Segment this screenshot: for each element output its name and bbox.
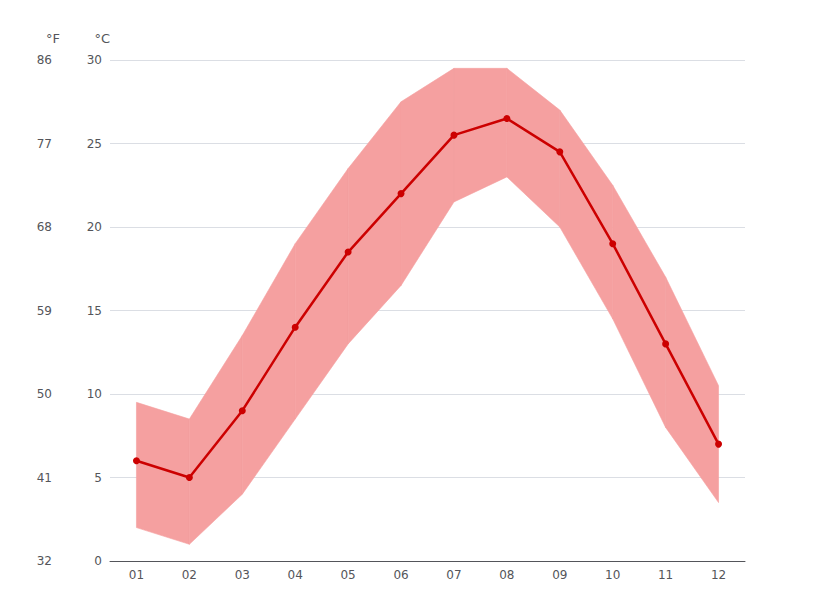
svg-text:5: 5 <box>94 471 102 485</box>
svg-text:59: 59 <box>37 304 52 318</box>
svg-text:12: 12 <box>711 568 726 582</box>
svg-text:06: 06 <box>393 568 408 582</box>
svg-text:11: 11 <box>658 568 673 582</box>
svg-text:05: 05 <box>340 568 355 582</box>
svg-text:02: 02 <box>182 568 197 582</box>
svg-text:°F: °F <box>46 31 60 46</box>
svg-text:10: 10 <box>87 387 102 401</box>
svg-text:86: 86 <box>37 53 52 67</box>
svg-text:68: 68 <box>37 220 52 234</box>
svg-text:09: 09 <box>552 568 567 582</box>
svg-text:08: 08 <box>499 568 514 582</box>
svg-text:20: 20 <box>87 220 102 234</box>
svg-text:50: 50 <box>37 387 52 401</box>
svg-text:25: 25 <box>87 137 102 151</box>
svg-text:07: 07 <box>446 568 461 582</box>
svg-text:0: 0 <box>94 554 102 568</box>
svg-text:77: 77 <box>37 137 52 151</box>
svg-text:41: 41 <box>37 471 52 485</box>
svg-text:01: 01 <box>129 568 144 582</box>
svg-text:04: 04 <box>288 568 303 582</box>
svg-text:10: 10 <box>605 568 620 582</box>
svg-text:°C: °C <box>94 31 110 46</box>
svg-text:03: 03 <box>235 568 250 582</box>
svg-text:30: 30 <box>87 53 102 67</box>
svg-text:32: 32 <box>37 554 52 568</box>
svg-text:15: 15 <box>87 304 102 318</box>
